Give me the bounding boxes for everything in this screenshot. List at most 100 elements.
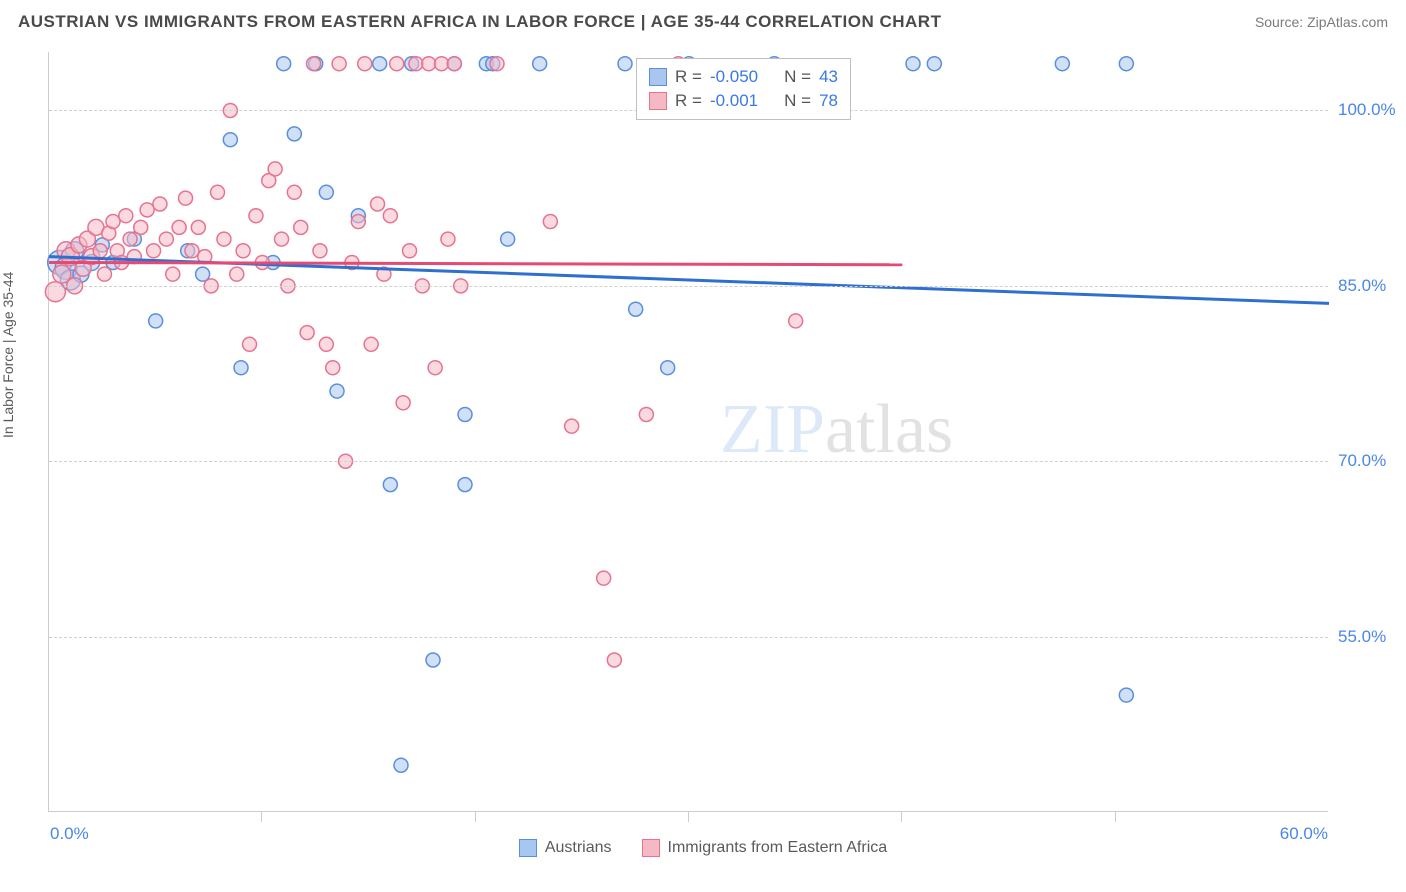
data-point-immigrants [153, 197, 167, 211]
data-point-immigrants [191, 220, 205, 234]
data-point-immigrants [319, 337, 333, 351]
swatch-austrians [649, 68, 667, 86]
data-point-austrians [458, 478, 472, 492]
data-point-immigrants [358, 57, 372, 71]
x-tick-mark [475, 812, 476, 822]
data-point-austrians [234, 361, 248, 375]
data-point-immigrants [371, 197, 385, 211]
data-point-austrians [1119, 57, 1133, 71]
data-point-immigrants [230, 267, 244, 281]
data-point-immigrants [639, 407, 653, 421]
legend-item-immigrants: Immigrants from Eastern Africa [642, 839, 888, 857]
data-point-austrians [319, 185, 333, 199]
x-tick-mark [1115, 812, 1116, 822]
swatch-immigrants [649, 92, 667, 110]
data-point-immigrants [159, 232, 173, 246]
data-point-immigrants [597, 571, 611, 585]
data-point-immigrants [217, 232, 231, 246]
data-point-immigrants [435, 57, 449, 71]
data-point-immigrants [383, 209, 397, 223]
x-tick-mark [261, 812, 262, 822]
data-point-austrians [661, 361, 675, 375]
data-point-immigrants [565, 419, 579, 433]
chart-title: AUSTRIAN VS IMMIGRANTS FROM EASTERN AFRI… [18, 12, 941, 32]
series-legend: Austrians Immigrants from Eastern Africa [0, 839, 1406, 857]
data-point-immigrants [93, 244, 107, 258]
y-tick-label: 85.0% [1338, 276, 1386, 296]
data-point-austrians [330, 384, 344, 398]
data-point-immigrants [390, 57, 404, 71]
data-point-immigrants [119, 209, 133, 223]
data-point-immigrants [211, 185, 225, 199]
data-point-immigrants [364, 337, 378, 351]
data-point-immigrants [97, 267, 111, 281]
data-point-immigrants [243, 337, 257, 351]
data-point-austrians [223, 133, 237, 147]
y-axis-title: In Labor Force | Age 35-44 [0, 272, 16, 438]
y-tick-label: 100.0% [1338, 100, 1396, 120]
data-point-immigrants [300, 326, 314, 340]
swatch-immigrants-bottom [642, 839, 660, 857]
data-point-immigrants [789, 314, 803, 328]
data-point-austrians [927, 57, 941, 71]
data-point-austrians [373, 57, 387, 71]
data-point-austrians [277, 57, 291, 71]
data-point-immigrants [332, 57, 346, 71]
data-point-immigrants [45, 282, 65, 302]
y-tick-label: 70.0% [1338, 451, 1386, 471]
data-point-immigrants [179, 191, 193, 205]
data-point-austrians [629, 302, 643, 316]
data-point-immigrants [172, 220, 186, 234]
source-attribution: Source: ZipAtlas.com [1255, 14, 1388, 30]
data-point-austrians [287, 127, 301, 141]
data-point-immigrants [287, 185, 301, 199]
data-point-immigrants [403, 244, 417, 258]
data-point-immigrants [268, 162, 282, 176]
data-point-austrians [1119, 688, 1133, 702]
chart-plot-area [48, 52, 1328, 812]
x-tick-mark [901, 812, 902, 822]
data-point-austrians [501, 232, 515, 246]
data-point-immigrants [106, 215, 120, 229]
y-tick-label: 55.0% [1338, 627, 1386, 647]
gridline [49, 637, 1328, 638]
data-point-immigrants [236, 244, 250, 258]
data-point-immigrants [351, 215, 365, 229]
data-point-austrians [383, 478, 397, 492]
gridline [49, 286, 1328, 287]
correlation-legend: R = -0.050 N = 43 R = -0.001 N = 78 [636, 58, 851, 120]
data-point-immigrants [275, 232, 289, 246]
data-point-immigrants [294, 220, 308, 234]
data-point-austrians [906, 57, 920, 71]
data-point-immigrants [428, 361, 442, 375]
data-point-austrians [618, 57, 632, 71]
data-point-immigrants [147, 244, 161, 258]
legend-item-austrians: Austrians [519, 839, 612, 857]
data-point-immigrants [166, 267, 180, 281]
data-point-immigrants [607, 653, 621, 667]
data-point-immigrants [307, 57, 321, 71]
chart-header: AUSTRIAN VS IMMIGRANTS FROM EASTERN AFRI… [0, 0, 1406, 42]
data-point-immigrants [134, 220, 148, 234]
legend-row-immigrants: R = -0.001 N = 78 [649, 89, 838, 113]
data-point-immigrants [123, 232, 137, 246]
data-point-immigrants [490, 57, 504, 71]
data-point-immigrants [422, 57, 436, 71]
data-point-immigrants [140, 203, 154, 217]
legend-row-austrians: R = -0.050 N = 43 [649, 65, 838, 89]
data-point-immigrants [313, 244, 327, 258]
data-point-austrians [1055, 57, 1069, 71]
data-point-austrians [426, 653, 440, 667]
x-tick-mark [688, 812, 689, 822]
data-point-immigrants [396, 396, 410, 410]
data-point-immigrants [543, 215, 557, 229]
data-point-immigrants [441, 232, 455, 246]
scatter-svg [49, 52, 1328, 811]
swatch-austrians-bottom [519, 839, 537, 857]
data-point-austrians [149, 314, 163, 328]
gridline [49, 461, 1328, 462]
data-point-austrians [533, 57, 547, 71]
data-point-immigrants [185, 244, 199, 258]
data-point-immigrants [409, 57, 423, 71]
data-point-immigrants [249, 209, 263, 223]
